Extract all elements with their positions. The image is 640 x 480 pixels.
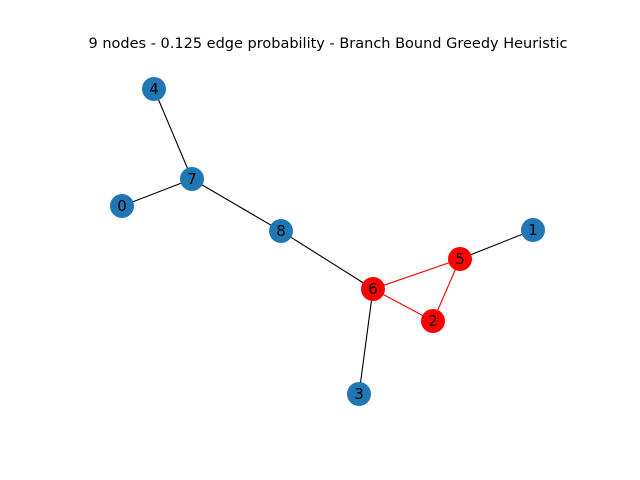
node-circle-6 (361, 277, 385, 301)
node-7: 7 (180, 167, 204, 191)
node-label-4: 4 (149, 80, 159, 98)
node-label-7: 7 (187, 170, 197, 188)
node-4: 4 (142, 77, 166, 101)
node-label-2: 2 (428, 312, 438, 330)
node-circle-4 (142, 77, 166, 101)
node-label-6: 6 (368, 280, 378, 298)
node-label-8: 8 (276, 222, 286, 240)
nodes-layer: 0 1 2 3 4 5 6 7 8 (110, 77, 545, 406)
node-5: 5 (448, 247, 472, 271)
node-8: 8 (269, 219, 293, 243)
node-label-1: 1 (528, 221, 538, 239)
node-circle-3 (347, 382, 371, 406)
node-3: 3 (347, 382, 371, 406)
edges-layer (121, 88, 534, 395)
edge-8-6 (280, 230, 374, 290)
node-6: 6 (361, 277, 385, 301)
edge-0-7 (121, 178, 193, 207)
node-label-0: 0 (117, 197, 127, 215)
edge-6-5 (372, 258, 461, 290)
graph-title: 9 nodes - 0.125 edge probability - Branc… (89, 36, 568, 52)
node-0: 0 (110, 194, 134, 218)
node-circle-0 (110, 194, 134, 218)
edge-7-8 (191, 178, 282, 232)
node-circle-8 (269, 219, 293, 243)
node-circle-7 (180, 167, 204, 191)
node-circle-1 (521, 218, 545, 242)
edge-5-1 (459, 229, 534, 260)
node-label-5: 5 (455, 250, 465, 268)
node-circle-5 (448, 247, 472, 271)
edge-4-7 (153, 88, 193, 180)
node-label-3: 3 (354, 385, 364, 403)
node-2: 2 (421, 309, 445, 333)
node-1: 1 (521, 218, 545, 242)
edge-6-3 (358, 288, 374, 395)
node-circle-2 (421, 309, 445, 333)
